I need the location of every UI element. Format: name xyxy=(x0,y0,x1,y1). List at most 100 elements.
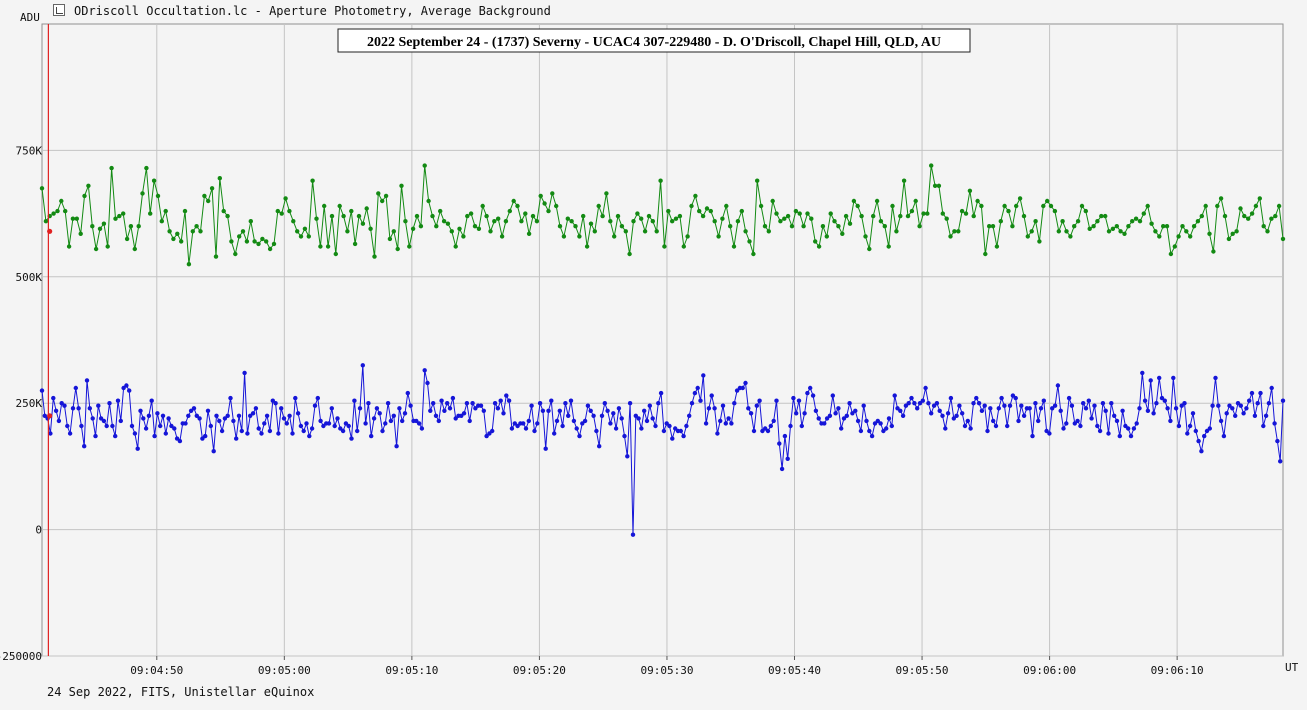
data-point xyxy=(828,211,833,216)
data-point xyxy=(90,224,95,229)
data-point xyxy=(1247,398,1252,403)
data-point xyxy=(813,239,818,244)
data-point xyxy=(836,224,841,229)
data-point xyxy=(252,239,257,244)
data-point xyxy=(571,418,577,424)
data-point xyxy=(689,203,694,209)
data-point xyxy=(506,398,512,403)
data-point xyxy=(1095,423,1100,429)
data-point xyxy=(1114,224,1120,229)
data-point xyxy=(439,398,444,403)
data-point xyxy=(410,226,416,231)
data-point xyxy=(577,433,582,439)
data-point xyxy=(1199,213,1205,219)
data-point xyxy=(1255,401,1260,406)
data-point xyxy=(197,416,202,421)
data-point xyxy=(667,423,672,429)
data-point xyxy=(732,401,737,406)
data-point xyxy=(1086,398,1092,403)
data-point xyxy=(636,416,641,421)
data-point xyxy=(1029,229,1034,234)
data-point xyxy=(889,423,894,429)
data-point xyxy=(146,413,152,418)
data-point xyxy=(1066,395,1072,401)
data-point xyxy=(1134,421,1139,426)
data-point xyxy=(1211,249,1216,254)
data-point xyxy=(273,401,278,406)
data-point xyxy=(360,363,365,368)
data-point xyxy=(1216,403,1221,408)
data-point xyxy=(847,401,852,406)
data-point xyxy=(855,418,861,424)
data-point xyxy=(221,208,226,214)
data-point xyxy=(217,418,222,424)
data-point xyxy=(501,411,506,416)
data-point xyxy=(341,213,346,219)
y-axis-ticks: 750K 500K 250K 0 -250000 xyxy=(0,144,42,663)
data-point xyxy=(573,224,578,229)
data-point xyxy=(647,403,652,408)
data-point xyxy=(1027,406,1032,411)
data-point xyxy=(329,406,334,411)
data-point xyxy=(1120,408,1125,413)
data-point xyxy=(449,229,454,234)
data-point xyxy=(685,234,690,239)
data-point xyxy=(1033,219,1038,224)
data-point xyxy=(1140,370,1145,376)
data-point xyxy=(952,229,957,234)
data-point xyxy=(588,408,593,413)
data-point xyxy=(428,408,433,413)
data-point xyxy=(151,178,157,183)
data-point xyxy=(1172,244,1178,249)
data-point xyxy=(698,398,703,403)
data-point xyxy=(245,431,250,436)
data-point xyxy=(59,198,64,204)
data-point xyxy=(673,216,679,221)
data-point xyxy=(1161,224,1166,229)
data-point xyxy=(174,436,180,441)
data-point xyxy=(237,234,242,239)
data-point xyxy=(270,398,275,403)
data-point xyxy=(1230,406,1235,411)
data-point xyxy=(211,449,216,454)
data-point xyxy=(1019,403,1024,408)
plot-area[interactable] xyxy=(41,23,1284,657)
data-point xyxy=(1033,401,1038,406)
data-point xyxy=(1069,403,1075,408)
data-point xyxy=(956,229,961,234)
data-point xyxy=(1106,431,1111,436)
data-point xyxy=(191,406,197,411)
x-tick-label: 09:06:00 xyxy=(1023,664,1076,677)
data-point xyxy=(1195,219,1201,224)
data-point xyxy=(214,413,219,418)
data-point xyxy=(225,213,230,219)
data-point xyxy=(785,456,790,461)
data-point xyxy=(1190,411,1196,416)
data-point xyxy=(1079,203,1085,209)
data-point xyxy=(619,224,625,229)
data-point xyxy=(1075,219,1081,224)
data-point xyxy=(1171,375,1176,381)
data-point xyxy=(808,385,813,391)
data-point xyxy=(944,216,949,221)
data-point xyxy=(503,219,509,224)
data-point xyxy=(1083,406,1089,411)
data-point xyxy=(97,226,103,231)
data-point xyxy=(867,428,872,434)
data-point xyxy=(642,408,647,413)
data-point xyxy=(875,418,880,424)
data-point xyxy=(751,251,756,257)
data-point xyxy=(554,203,559,209)
data-point xyxy=(1258,390,1263,396)
data-point xyxy=(917,401,923,406)
data-point xyxy=(729,421,734,426)
data-point xyxy=(1052,403,1058,408)
data-point xyxy=(762,224,768,229)
data-point xyxy=(653,423,658,429)
data-point xyxy=(728,224,733,229)
data-point xyxy=(734,388,740,393)
data-point xyxy=(820,224,826,229)
data-point xyxy=(487,431,492,436)
data-point xyxy=(450,395,456,401)
